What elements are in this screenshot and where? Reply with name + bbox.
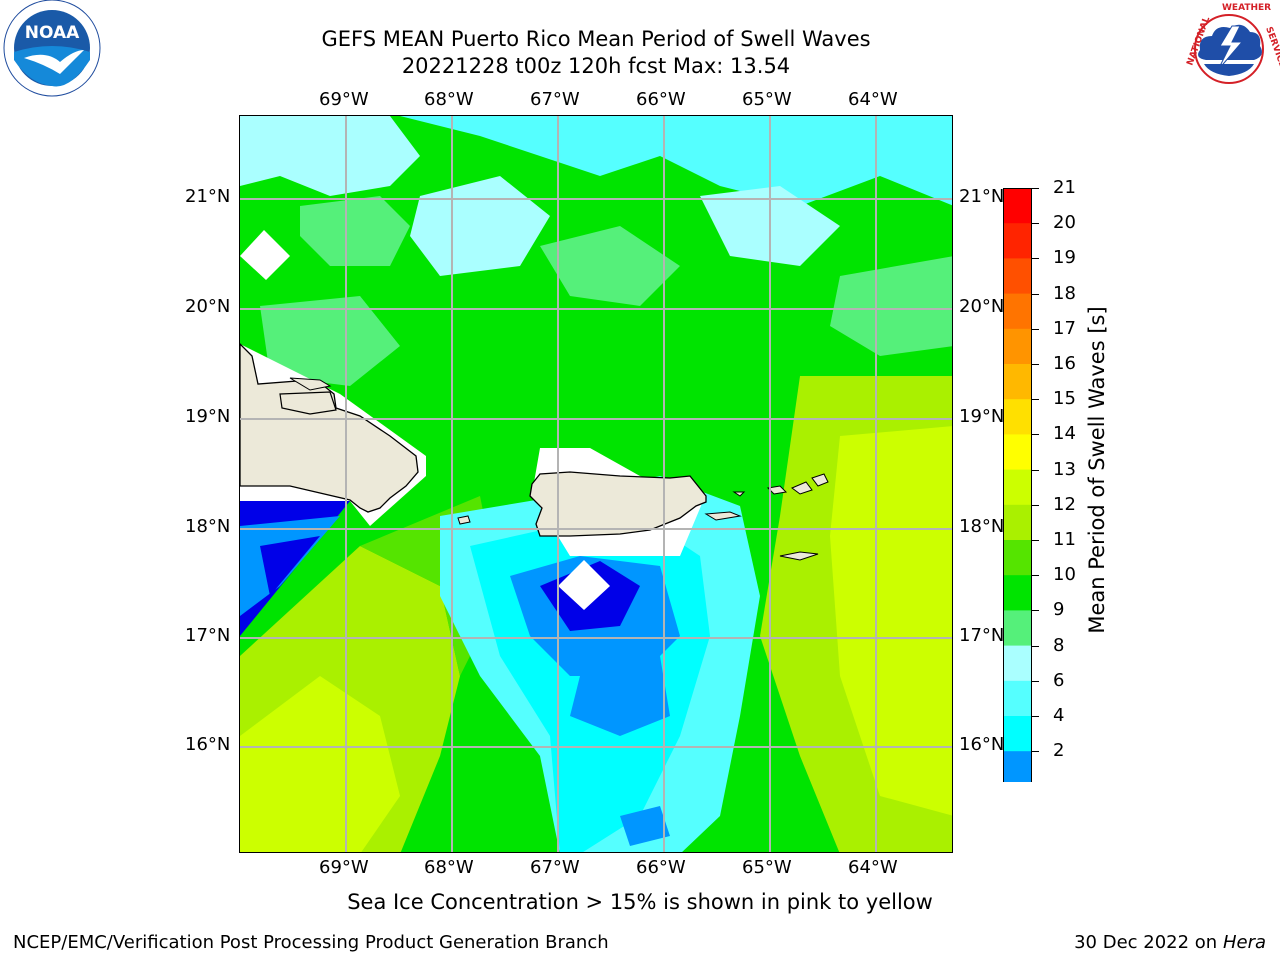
colorbar-segment xyxy=(1003,716,1032,752)
lon-label-bottom: 69°W xyxy=(319,857,369,878)
colorbar-tick-label: 17 xyxy=(1053,317,1076,339)
colorbar-tick-mark xyxy=(1032,610,1039,612)
sea-ice-note: Sea Ice Concentration > 15% is shown in … xyxy=(347,890,933,914)
colorbar-tick-mark xyxy=(1032,293,1039,295)
colorbar-segment xyxy=(1003,328,1032,365)
colorbar-tick-mark xyxy=(1032,469,1039,471)
lat-label-right: 20°N xyxy=(959,296,1005,317)
colorbar-segment xyxy=(1003,680,1032,717)
date-stamp: 30 Dec 2022 on Hera xyxy=(1074,932,1266,953)
colorbar-segment xyxy=(1003,188,1032,224)
colorbar-segment xyxy=(1003,645,1032,682)
colorbar-tick-label: 19 xyxy=(1053,247,1076,269)
chart-title-line2: 20221228 t00z 120h fcst Max: 13.54 xyxy=(401,54,791,78)
colorbar-tick-mark xyxy=(1032,645,1039,647)
colorbar-tick-label: 13 xyxy=(1053,458,1076,480)
lon-label-top: 65°W xyxy=(742,89,792,110)
host-name: Hera xyxy=(1222,932,1266,953)
colorbar-tick-mark xyxy=(1032,258,1039,260)
colorbar-tick-mark xyxy=(1032,680,1039,682)
colorbar-segment xyxy=(1003,223,1032,259)
colorbar-tick-mark xyxy=(1032,540,1039,541)
colorbar-segment xyxy=(1003,504,1032,541)
colorbar-tick-label: 18 xyxy=(1053,282,1076,304)
lon-label-top: 67°W xyxy=(530,89,580,110)
colorbar-tick-label: 11 xyxy=(1053,529,1076,550)
colorbar-tick-mark xyxy=(1032,575,1039,577)
colorbar-tick-label: 10 xyxy=(1053,564,1076,586)
noaa-logo-text: NOAA xyxy=(25,23,80,43)
lat-label-right: 18°N xyxy=(959,516,1005,537)
lon-label-top: 64°W xyxy=(848,89,898,110)
lon-label-top: 69°W xyxy=(319,89,369,110)
colorbar-tick-label: 2 xyxy=(1053,740,1065,762)
lon-label-bottom: 64°W xyxy=(848,857,898,878)
colorbar-segment xyxy=(1003,540,1032,576)
colorbar-tick-label: 12 xyxy=(1053,493,1076,515)
swell-period-field xyxy=(240,116,952,852)
colorbar-tick-label: 16 xyxy=(1053,353,1076,374)
chart-title-line1: GEFS MEAN Puerto Rico Mean Period of Swe… xyxy=(321,27,871,51)
colorbar-tick-mark xyxy=(1032,716,1039,717)
lat-label-left: 19°N xyxy=(185,406,231,427)
colorbar-tick-label: 9 xyxy=(1053,599,1065,621)
colorbar-tick-label: 8 xyxy=(1053,634,1065,656)
colorbar-segment xyxy=(1003,575,1032,611)
lat-label-right: 19°N xyxy=(959,406,1005,427)
colorbar-segment xyxy=(1003,610,1032,647)
svg-text:WEATHER: WEATHER xyxy=(1222,3,1271,13)
colorbar-tick-label: 21 xyxy=(1053,177,1076,198)
map-panel[interactable] xyxy=(239,115,953,853)
colorbar-tick-mark xyxy=(1032,364,1039,365)
lat-label-left: 18°N xyxy=(185,516,231,537)
colorbar-tick-label: 4 xyxy=(1053,705,1065,726)
colorbar-tick-mark xyxy=(1032,223,1039,225)
colorbar-tick-label: 20 xyxy=(1053,212,1076,234)
colorbar-segment xyxy=(1003,469,1032,506)
lon-label-top: 68°W xyxy=(424,89,474,110)
lon-label-bottom: 67°W xyxy=(530,857,580,878)
lat-label-left: 17°N xyxy=(185,625,231,646)
colorbar-segment xyxy=(1003,293,1032,330)
colorbar-segment xyxy=(1003,364,1032,400)
lon-label-bottom: 66°W xyxy=(636,857,686,878)
lat-label-left: 21°N xyxy=(185,186,231,207)
lat-label-right: 16°N xyxy=(959,734,1005,755)
lat-label-left: 20°N xyxy=(185,296,231,317)
colorbar-tick-mark xyxy=(1032,328,1039,330)
lon-label-top: 66°W xyxy=(636,89,686,110)
lat-label-right: 21°N xyxy=(959,186,1005,207)
colorbar-segment xyxy=(1003,258,1032,295)
colorbar-tick-mark xyxy=(1032,751,1039,753)
colorbar-label: Mean Period of Swell Waves [s] xyxy=(1085,306,1109,634)
colorbar-tick-label: 14 xyxy=(1053,423,1076,445)
credit-text: NCEP/EMC/Verification Post Processing Pr… xyxy=(13,932,609,953)
colorbar-tick-mark xyxy=(1032,434,1039,436)
colorbar-segment xyxy=(1003,434,1032,471)
colorbar-tick-mark xyxy=(1032,188,1039,189)
nws-logo: NATIONAL WEATHER SERVICE xyxy=(1178,0,1280,104)
noaa-logo: NOAA xyxy=(0,0,104,104)
colorbar-tick-label: 6 xyxy=(1053,669,1065,691)
colorbar-tick-mark xyxy=(1032,504,1039,506)
lon-label-bottom: 68°W xyxy=(424,857,474,878)
lat-label-right: 17°N xyxy=(959,625,1005,646)
colorbar-segment xyxy=(1003,399,1032,435)
colorbar-tick-label: 15 xyxy=(1053,388,1076,410)
colorbar xyxy=(1002,188,1035,816)
lat-label-left: 16°N xyxy=(185,734,231,755)
colorbar-tick-mark xyxy=(1032,399,1039,401)
lon-label-bottom: 65°W xyxy=(742,857,792,878)
colorbar-segment xyxy=(1003,751,1032,787)
